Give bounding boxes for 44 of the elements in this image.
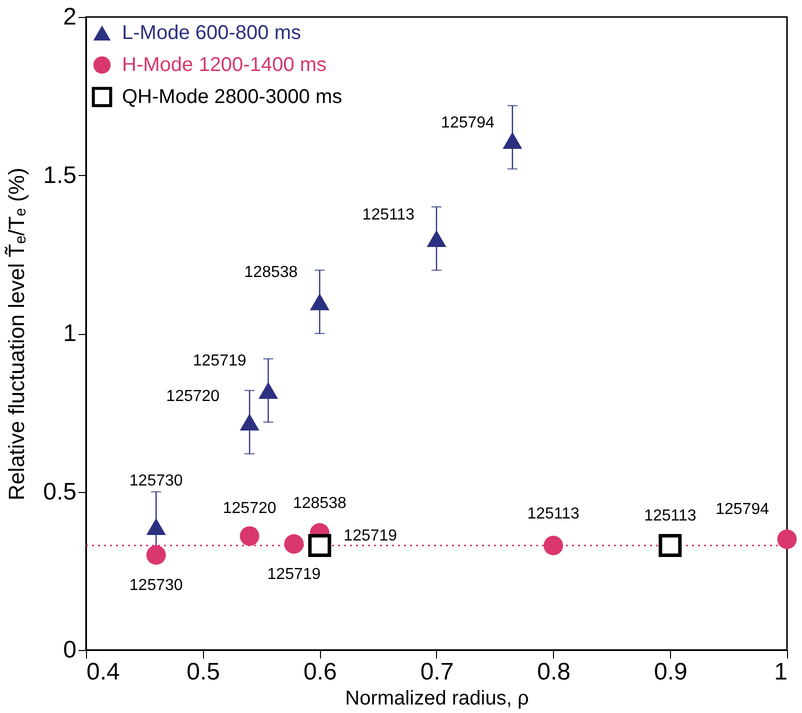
point <box>240 526 260 546</box>
annotation: 125720 <box>166 388 220 406</box>
annotation: 125794 <box>441 114 495 132</box>
y-tick-label: 0 <box>63 636 76 664</box>
annotation: 125113 <box>527 506 580 523</box>
x-tick-label: 0.9 <box>654 658 688 686</box>
annotation: 125719 <box>344 528 398 545</box>
point <box>658 534 682 558</box>
point <box>258 382 278 399</box>
point <box>240 414 260 431</box>
legend-label: H-Mode 1200-1400 ms <box>122 54 327 76</box>
y-axis-title: Relative fluctuation level T̃ₑ/Tₑ (%) <box>4 168 30 500</box>
x-tick-label: 0.8 <box>537 658 571 686</box>
annotation: 125719 <box>192 352 246 370</box>
point <box>308 534 332 558</box>
point <box>310 293 330 310</box>
annotation: 125719 <box>267 566 321 583</box>
annotation: 128538 <box>292 494 346 512</box>
y-tick-label: 1 <box>63 320 76 347</box>
x-tick-label: 0.6 <box>303 658 337 686</box>
point <box>146 518 166 536</box>
point <box>426 230 446 247</box>
y-tick-label: 1.5 <box>43 162 76 189</box>
point <box>544 536 564 556</box>
point <box>284 534 304 554</box>
legend-label: QH-Mode 2800-3000 ms <box>122 86 342 108</box>
annotation: 128538 <box>244 264 298 281</box>
point <box>146 545 166 565</box>
annotation: 125720 <box>222 500 276 518</box>
point <box>502 132 522 149</box>
annotation: 125730 <box>129 577 183 594</box>
annotation: 125730 <box>129 472 183 490</box>
annotation: 125113 <box>644 508 696 525</box>
x-axis-title: Normalized radius, ρ <box>345 688 529 710</box>
x-tick-label: 0.7 <box>420 658 454 686</box>
y-tick-label: 0.5 <box>43 478 76 506</box>
annotation: 125794 <box>716 501 770 518</box>
y-tick-label: 2 <box>63 4 76 30</box>
legend-label: L-Mode 600-800 ms <box>122 22 301 44</box>
x-tick-label: 1 <box>774 658 788 686</box>
x-tick-label: 0.4 <box>86 658 120 686</box>
annotation: 125113 <box>362 206 415 224</box>
x-tick-label: 0.5 <box>186 658 220 686</box>
point <box>777 529 797 549</box>
